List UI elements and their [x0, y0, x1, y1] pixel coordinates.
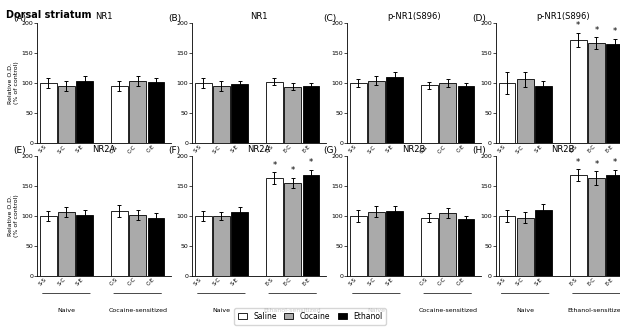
Y-axis label: Relative O.D.
(% of control): Relative O.D. (% of control): [7, 195, 19, 237]
Bar: [350, 83, 366, 143]
Title: NR1: NR1: [250, 12, 268, 21]
Title: NR2B: NR2B: [402, 145, 425, 154]
Bar: [58, 86, 75, 143]
Bar: [303, 175, 319, 276]
Text: Cocaine-sensitized: Cocaine-sensitized: [108, 176, 167, 181]
Text: Naive: Naive: [213, 176, 231, 181]
Bar: [148, 82, 164, 143]
Text: *: *: [595, 26, 598, 35]
Title: NR2B: NR2B: [551, 145, 574, 154]
Text: Naive: Naive: [368, 308, 386, 313]
Text: Naive: Naive: [213, 308, 231, 313]
Text: (C): (C): [323, 14, 337, 23]
Bar: [148, 217, 164, 276]
Bar: [213, 216, 230, 276]
Text: Ethanol-sensitized: Ethanol-sensitized: [568, 176, 620, 181]
Bar: [40, 216, 56, 276]
Bar: [517, 217, 534, 276]
Text: (F): (F): [168, 146, 180, 155]
Bar: [285, 87, 301, 143]
Bar: [386, 211, 403, 276]
Bar: [130, 215, 146, 276]
Bar: [606, 43, 620, 143]
Bar: [368, 81, 385, 143]
Bar: [285, 183, 301, 276]
Bar: [368, 211, 385, 276]
Text: (G): (G): [323, 146, 337, 155]
Title: NR2A: NR2A: [92, 145, 115, 154]
Legend: Saline, Cocaine, Ethanol: Saline, Cocaine, Ethanol: [234, 308, 386, 325]
Text: (B): (B): [168, 14, 181, 23]
Text: Naive: Naive: [516, 308, 534, 313]
Bar: [535, 86, 552, 143]
Text: Naive: Naive: [516, 176, 534, 181]
Bar: [195, 216, 211, 276]
Bar: [58, 212, 75, 276]
Text: *: *: [576, 21, 580, 31]
Bar: [195, 83, 211, 143]
Bar: [386, 77, 403, 143]
Bar: [111, 211, 128, 276]
Bar: [350, 216, 366, 276]
Bar: [76, 81, 93, 143]
Text: Cocaine-sensitized: Cocaine-sensitized: [418, 176, 477, 181]
Bar: [40, 83, 56, 143]
Text: *: *: [576, 158, 580, 167]
Y-axis label: Relative O.D.
(% of control): Relative O.D. (% of control): [7, 62, 19, 104]
Bar: [213, 86, 230, 143]
Text: Ethanol-sensitized: Ethanol-sensitized: [264, 176, 322, 181]
Text: *: *: [613, 158, 617, 167]
Bar: [130, 81, 146, 143]
Bar: [231, 211, 248, 276]
Text: (H): (H): [472, 146, 485, 155]
Bar: [266, 82, 283, 143]
Text: *: *: [613, 27, 617, 37]
Text: *: *: [291, 166, 294, 175]
Text: Naive: Naive: [58, 308, 76, 313]
Text: Cocaine-sensitized: Cocaine-sensitized: [418, 308, 477, 313]
Title: NR2A: NR2A: [247, 145, 270, 154]
Text: Naive: Naive: [368, 176, 386, 181]
Bar: [440, 83, 456, 143]
Text: (A): (A): [13, 14, 26, 23]
Bar: [266, 178, 283, 276]
Bar: [421, 217, 438, 276]
Bar: [440, 213, 456, 276]
Bar: [588, 178, 605, 276]
Text: *: *: [272, 161, 277, 170]
Bar: [570, 40, 587, 143]
Bar: [303, 86, 319, 143]
Bar: [111, 86, 128, 143]
Bar: [231, 84, 248, 143]
Text: (E): (E): [13, 146, 26, 155]
Text: (D): (D): [472, 14, 486, 23]
Bar: [458, 219, 474, 276]
Text: Ethanol-sensitized: Ethanol-sensitized: [264, 308, 322, 313]
Text: *: *: [595, 160, 598, 169]
Bar: [421, 85, 438, 143]
Bar: [570, 175, 587, 276]
Title: p-NR1(S896): p-NR1(S896): [536, 12, 590, 21]
Bar: [588, 43, 605, 143]
Text: Dorsal striatum: Dorsal striatum: [6, 10, 92, 20]
Text: Cocaine-sensitized: Cocaine-sensitized: [108, 308, 167, 313]
Title: NR1: NR1: [95, 12, 113, 21]
Bar: [458, 86, 474, 143]
Bar: [76, 214, 93, 276]
Bar: [517, 79, 534, 143]
Text: Naive: Naive: [58, 176, 76, 181]
Title: p-NR1(S896): p-NR1(S896): [387, 12, 441, 21]
Bar: [606, 175, 620, 276]
Text: *: *: [309, 158, 313, 167]
Bar: [498, 83, 515, 143]
Text: Ethanol-sensitized: Ethanol-sensitized: [568, 308, 620, 313]
Bar: [535, 210, 552, 276]
Bar: [498, 216, 515, 276]
